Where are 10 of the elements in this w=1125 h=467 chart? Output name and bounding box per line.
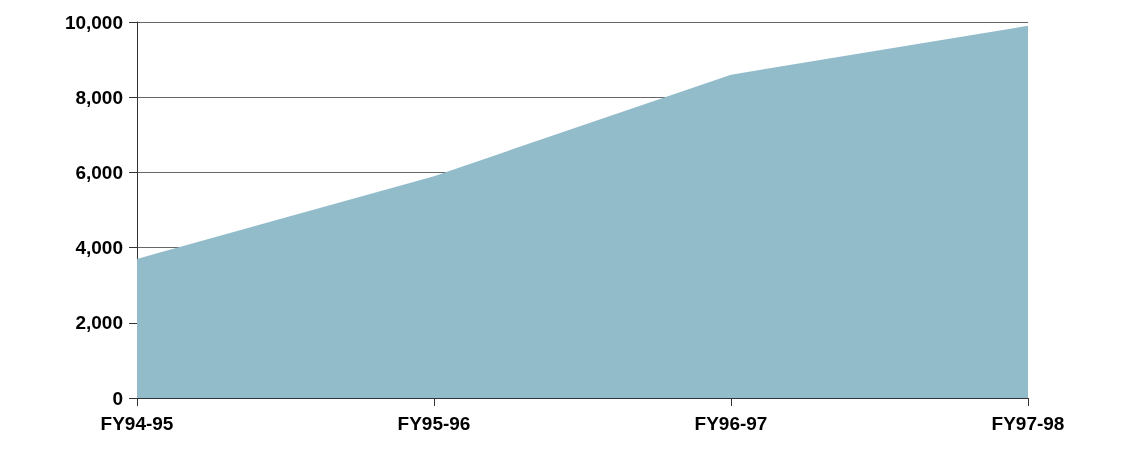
x-tick-label: FY97-98 (991, 413, 1065, 434)
x-tick-label: FY96-97 (694, 413, 768, 434)
y-tick-label: 2,000 (75, 312, 123, 334)
y-tick-label: 0 (112, 387, 123, 409)
y-tick-label: 10,000 (64, 11, 123, 33)
y-tick-label: 4,000 (75, 237, 123, 259)
x-tick-label: FY95-96 (397, 413, 471, 434)
x-tick-label: FY94-95 (100, 413, 174, 434)
y-tick-label: 8,000 (75, 86, 123, 108)
y-tick-label: 6,000 (75, 161, 123, 183)
